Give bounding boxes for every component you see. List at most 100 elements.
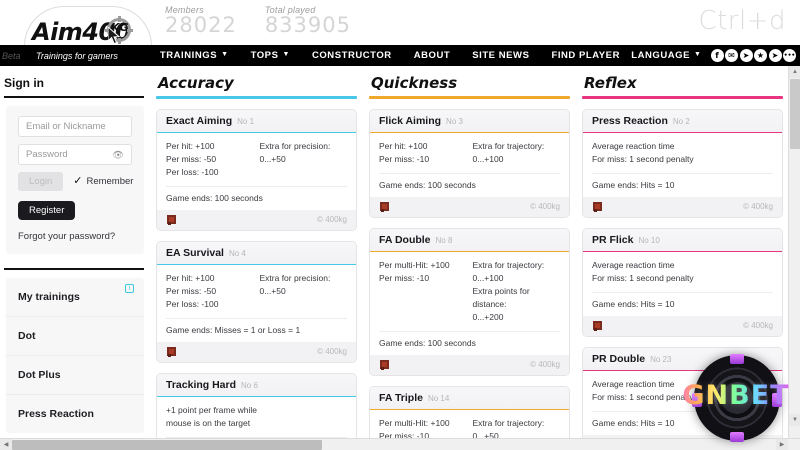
card-number: No 8 <box>435 235 453 245</box>
card-weight: © 400kg <box>317 347 347 356</box>
stat-total-played-label: Total played <box>264 5 316 15</box>
language-selector[interactable]: LANGUAGE ▼ <box>631 50 701 61</box>
vertical-scrollbar-thumb[interactable] <box>790 79 800 149</box>
horizontal-scrollbar-thumb[interactable] <box>12 440 322 450</box>
card-weight: © 400kg <box>530 360 560 369</box>
card-stats-left: Per multi-Hit: +100 Per miss: -10 <box>379 417 467 443</box>
password-field[interactable]: Password 👁 <box>18 144 132 165</box>
card-title: PR Double <box>592 352 646 365</box>
nav-item-constructor[interactable]: CONSTRUCTOR <box>312 50 392 61</box>
stat-line: Per miss: -10 <box>379 153 430 164</box>
scroll-left-arrow-icon[interactable]: ◀ <box>0 438 12 450</box>
card-header: Tracking Hard No 6 <box>157 373 356 397</box>
card-weight: © 400kg <box>743 321 773 330</box>
card-body: Average reaction time For miss: 1 second… <box>583 252 782 292</box>
sign-in-form: Email or Nickname Password 👁 Login ✓ Rem… <box>6 106 144 254</box>
column-reflex-underline <box>582 96 783 99</box>
column-quickness-title: Quickness <box>371 74 458 92</box>
facebook-icon[interactable]: f <box>710 49 724 62</box>
scroll-right-arrow-icon[interactable]: ▶ <box>776 438 788 450</box>
vertical-scrollbar[interactable]: ▲ ▼ <box>788 66 800 438</box>
card-title: Tracking Hard <box>166 378 237 391</box>
telegram-icon[interactable]: ➤ <box>768 49 782 62</box>
site-tagline: Trainings for gamers <box>36 50 118 61</box>
card-separator <box>166 436 347 438</box>
body-area: Sign in Email or Nickname Password 👁 Log… <box>0 66 800 450</box>
card-exact-aiming[interactable]: Exact Aiming No 1 Per hit: +100 Per miss… <box>156 108 357 231</box>
stat-line: Per multi-Hit: +100 <box>379 417 450 428</box>
card-header: EA Survival No 4 <box>157 241 356 265</box>
card-footer: © 400kg <box>583 315 782 336</box>
more-icon[interactable]: ••• <box>783 49 796 62</box>
email-field[interactable]: Email or Nickname <box>18 116 132 137</box>
card-footer: © 400kg <box>157 341 356 362</box>
column-accuracy-underline <box>156 96 357 99</box>
stat-line: Per multi-Hit: +100 <box>379 259 450 270</box>
nav-item-tops[interactable]: TOPS ▼ <box>251 50 290 61</box>
card-title: FA Double <box>379 233 431 246</box>
medal-icon <box>166 214 178 226</box>
stat-line: Extra for trajectory: 0...+100 <box>472 259 545 283</box>
card-tracking-hard[interactable]: Tracking Hard No 6 +1 point per frame wh… <box>156 372 357 450</box>
nav-item-find-player[interactable]: FIND PLAYER <box>551 50 620 61</box>
sidebar-item-my-trainings[interactable]: My trainings <box>6 278 144 317</box>
card-game-ends: Game ends: Hits = 10 <box>592 417 675 428</box>
stat-line: +1 point per frame while <box>166 404 257 415</box>
nav-item-site-news[interactable]: SITE NEWS <box>472 50 529 61</box>
card-pr-double[interactable]: PR Double No 23 Average reaction time Fo… <box>582 346 783 450</box>
scroll-down-arrow-icon[interactable]: ▼ <box>789 414 800 426</box>
site-logo[interactable]: Aim400 KG <box>18 4 158 45</box>
nav-item-constructor-label: CONSTRUCTOR <box>311 50 392 61</box>
card-ea-survival[interactable]: EA Survival No 4 Per hit: +100 Per miss:… <box>156 240 357 363</box>
card-header: FA Double No 8 <box>370 228 569 252</box>
twitter-icon[interactable]: ✉ <box>725 49 738 62</box>
nav-item-about[interactable]: ABOUT <box>414 50 451 61</box>
stat-members: Members 28022 <box>165 5 237 37</box>
scroll-up-arrow-icon[interactable]: ▲ <box>789 66 800 78</box>
card-fa-double[interactable]: FA Double No 8 Per multi-Hit: +100 Per m… <box>369 227 570 376</box>
stat-total-played-value: 833905 <box>264 13 351 37</box>
card-press-reaction[interactable]: Press Reaction No 2 Average reaction tim… <box>582 108 783 218</box>
left-sidebar: Sign in Email or Nickname Password 👁 Log… <box>0 66 152 438</box>
card-body: Per hit: +100 Per miss: -50 Per loss: -1… <box>157 133 356 186</box>
forgot-password-link[interactable]: Forgot your password? <box>18 231 116 242</box>
card-number: No 14 <box>427 393 450 403</box>
eye-toggle-icon[interactable]: 👁 <box>111 150 124 161</box>
card-separator <box>379 172 560 174</box>
chevron-down-icon: ▼ <box>221 51 229 58</box>
card-flick-aiming[interactable]: Flick Aiming No 3 Per hit: +100 Per miss… <box>369 108 570 218</box>
register-button[interactable]: Register <box>18 201 76 220</box>
sidebar-item-press-reaction[interactable]: Press Reaction <box>18 408 94 420</box>
stat-line: Per miss: -10 <box>379 272 430 283</box>
medal-icon <box>379 201 391 213</box>
card-body: Per hit: +100 Per miss: -50 Per loss: -1… <box>157 265 356 318</box>
card-body: +1 point per frame while mouse is on the… <box>157 397 356 437</box>
card-pr-flick[interactable]: PR Flick No 10 Average reaction time For… <box>582 227 783 337</box>
nav-item-trainings-label: TRAININGS <box>159 50 218 61</box>
stat-members-label: Members <box>165 5 204 15</box>
stat-line: For miss: 1 second penalty <box>592 153 694 164</box>
column-quickness: Quickness Flick Aiming No 3 Per hit: +10… <box>365 74 578 450</box>
remember-checkbox[interactable]: ✓ Remember <box>73 176 133 188</box>
column-accuracy-title: Accuracy <box>158 74 234 92</box>
sidebar-item-dot-plus[interactable]: Dot Plus <box>6 356 144 395</box>
stat-line: Per miss: -50 <box>166 153 217 164</box>
card-footer: © 400kg <box>370 196 569 217</box>
chevron-down-icon: ▼ <box>694 51 702 58</box>
column-accuracy: Accuracy Exact Aiming No 1 Per hit: +100… <box>152 74 365 450</box>
vk-icon[interactable]: ➤ <box>739 49 753 62</box>
nav-item-trainings[interactable]: TRAININGS ▼ <box>160 50 229 61</box>
stat-line: For miss: 1 second penalty <box>592 391 694 402</box>
stat-line: Extra for trajectory: 0...+100 <box>472 140 545 164</box>
nav-item-about-label: ABOUT <box>413 50 451 61</box>
horizontal-scrollbar[interactable]: ◀ ▶ <box>0 438 800 450</box>
card-body: Per multi-Hit: +100 Per miss: -10 Extra … <box>370 252 569 331</box>
card-title: Flick Aiming <box>379 114 442 127</box>
card-title: EA Survival <box>166 246 224 259</box>
stat-total-played: Total played 833905 <box>265 5 351 37</box>
card-stats-left: Per hit: +100 Per miss: -50 Per loss: -1… <box>166 272 254 311</box>
star-icon[interactable]: ★ <box>754 49 767 62</box>
sidebar-item-dot[interactable]: Dot <box>6 317 144 356</box>
info-icon[interactable]: i <box>125 284 134 293</box>
login-button[interactable]: Login <box>18 172 64 191</box>
